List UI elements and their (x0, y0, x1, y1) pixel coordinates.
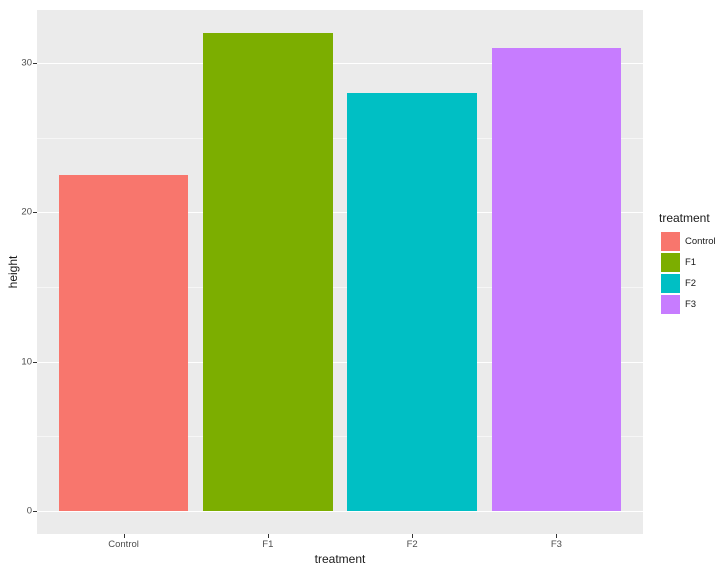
y-tick-label: 10 (21, 356, 32, 368)
x-tick-label: Control (108, 539, 139, 550)
gridline-major (37, 63, 643, 65)
y-tick-label: 20 (21, 206, 32, 218)
gridline-major (37, 361, 643, 363)
legend-swatch-f1 (661, 253, 680, 272)
gridline-minor (37, 137, 643, 139)
legend-title: treatment (659, 211, 710, 225)
legend-label: F3 (685, 299, 697, 310)
legend-row-f1: F1 (661, 253, 727, 272)
y-tick-mark (33, 212, 37, 214)
y-tick-mark (33, 511, 37, 512)
y-tick-mark (33, 63, 37, 65)
legend-label: Control (685, 236, 716, 247)
legend-label: F1 (685, 257, 697, 268)
legend-row-f2: F2 (661, 274, 727, 293)
plot-panel (37, 10, 643, 534)
legend: treatment Control F1 F2 F3 (655, 211, 727, 316)
gridline-minor (37, 436, 643, 438)
x-axis-title: treatment (314, 552, 366, 566)
x-tick-mark (412, 534, 414, 538)
gridline-major (37, 511, 643, 512)
y-tick-label: 0 (26, 505, 32, 517)
gridline-major (37, 212, 643, 214)
legend-swatch-f2 (661, 274, 680, 293)
legend-swatch-control (661, 232, 680, 251)
bar-control (58, 175, 189, 511)
legend-label: F2 (685, 278, 697, 289)
gridline-minor (37, 287, 643, 289)
bar-f1 (202, 33, 333, 511)
x-tick-mark (267, 534, 269, 538)
legend-row-f3: F3 (661, 295, 727, 314)
bar-f3 (491, 48, 622, 511)
legend-items: Control F1 F2 F3 (655, 232, 727, 314)
x-tick-label: F1 (262, 539, 274, 550)
x-tick-mark (123, 534, 125, 538)
y-tick-mark (33, 361, 37, 363)
y-axis-title: height (6, 255, 20, 289)
bar-f2 (347, 92, 478, 511)
x-tick-mark (556, 534, 558, 538)
y-tick-label: 30 (21, 57, 32, 69)
legend-swatch-f3 (661, 295, 680, 314)
x-tick-label: F3 (550, 539, 562, 550)
x-tick-label: F2 (406, 539, 418, 550)
legend-row-control: Control (661, 232, 727, 251)
